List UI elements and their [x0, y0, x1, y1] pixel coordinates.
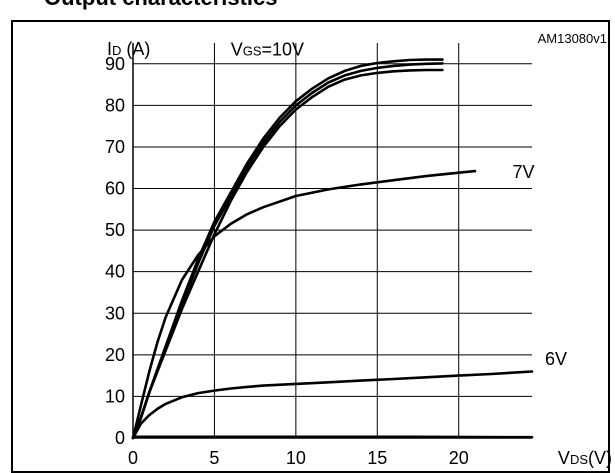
y-tick-label: 0 [115, 428, 125, 448]
series-curve-4 [131, 169, 477, 440]
outer-frame [11, 20, 610, 473]
y-axis-label: ID (A) [107, 39, 150, 59]
figure-header-text: Output characteristics [44, 0, 278, 11]
annotation-label: 6V [545, 349, 567, 369]
y-tick-label: 20 [105, 345, 125, 365]
series-curve-5 [131, 370, 534, 440]
x-axis-label: VDS(V) [558, 448, 612, 468]
x-tick-label: 5 [209, 448, 219, 468]
series-group [131, 58, 534, 440]
series-curve-2 [131, 62, 444, 440]
y-tick-label: 90 [105, 54, 125, 74]
annotation-label: VGS=10V [231, 39, 304, 59]
x-tick-label: 0 [128, 448, 138, 468]
x-tick-label: 10 [286, 448, 306, 468]
y-tick-label: 30 [105, 303, 125, 323]
y-tick-label: 70 [105, 137, 125, 157]
figure-header: Output characteristics [0, 0, 615, 22]
axes [132, 43, 532, 439]
y-tick-label: 50 [105, 220, 125, 240]
series-curve-3 [131, 68, 444, 440]
y-tick-label: 60 [105, 179, 125, 199]
x-tick-label: 15 [367, 448, 387, 468]
x-tick-label: 20 [449, 448, 469, 468]
annotation-label: 7V [512, 162, 534, 182]
grid [133, 43, 532, 438]
figure-code: AM13080v1 [538, 31, 607, 46]
y-tick-label: 10 [105, 386, 125, 406]
y-tick-label: 40 [105, 262, 125, 282]
y-tick-label: 80 [105, 95, 125, 115]
